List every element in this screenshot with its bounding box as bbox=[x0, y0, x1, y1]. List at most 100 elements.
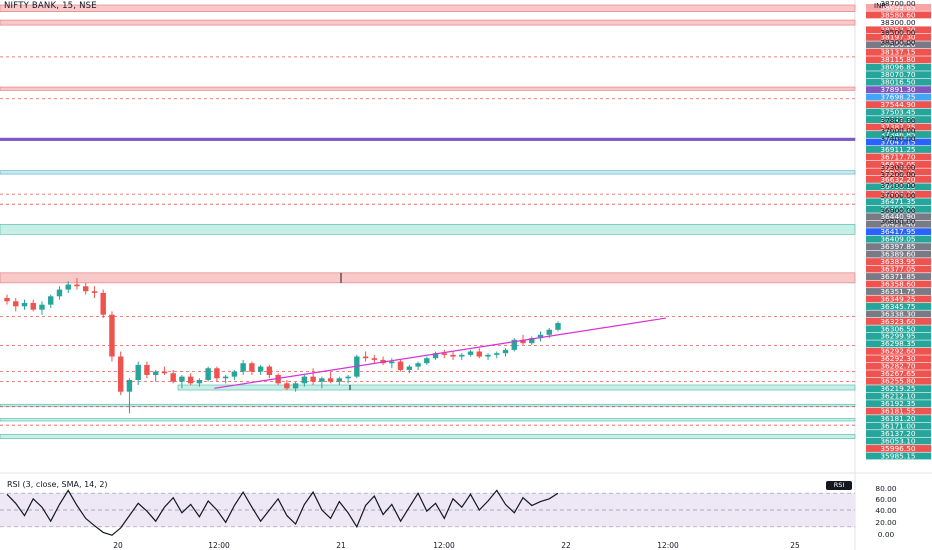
price-label-tag bbox=[866, 377, 931, 385]
price-label-tag bbox=[866, 392, 931, 400]
price-label-tag bbox=[866, 63, 931, 71]
candle-body bbox=[83, 286, 89, 292]
candle-body bbox=[117, 356, 124, 392]
price-label-text: 36306.50 bbox=[880, 324, 916, 333]
price-label-text: 36717.70 bbox=[880, 152, 916, 161]
price-axis-tick: 37000.00 bbox=[880, 191, 916, 200]
price-label-text: 36349.25 bbox=[880, 294, 916, 303]
price-label-text: 35985.15 bbox=[880, 451, 916, 460]
time-axis-tick: 21 bbox=[336, 541, 346, 550]
candle-body bbox=[4, 297, 10, 302]
zone-green bbox=[177, 384, 856, 391]
candle-body bbox=[144, 364, 150, 375]
symbol-title[interactable]: NIFTY BANK, 15, NSE bbox=[4, 1, 97, 11]
price-label-text: 36471.35 bbox=[880, 197, 916, 206]
candle-body bbox=[459, 354, 465, 357]
price-axis-tick: 36900.00 bbox=[880, 206, 916, 215]
price-label-tag bbox=[866, 41, 931, 49]
price-label-text: 36137.20 bbox=[880, 429, 916, 438]
price-label-text: 36181.20 bbox=[880, 414, 916, 423]
zone-green bbox=[0, 418, 856, 422]
price-label-text: 36377.05 bbox=[880, 264, 916, 273]
candle-body bbox=[336, 378, 343, 382]
price-axis-tick: 37800.00 bbox=[880, 116, 916, 125]
time-axis-tick: 12:00 bbox=[208, 541, 230, 550]
price-label-text: 38096.85 bbox=[880, 63, 916, 72]
zone-red bbox=[0, 4, 856, 12]
candle-body bbox=[231, 371, 238, 377]
price-label-text: 36496.15 bbox=[880, 182, 916, 191]
price-label-tag bbox=[866, 138, 931, 146]
price-label-text: 38699.65 bbox=[880, 3, 916, 12]
price-label-tag bbox=[866, 228, 931, 236]
zone-green bbox=[0, 403, 856, 407]
candle-body bbox=[152, 371, 159, 375]
price-label-text: 36371.85 bbox=[880, 272, 916, 281]
candle-body bbox=[39, 304, 45, 310]
candle-body bbox=[432, 353, 439, 359]
price-label-tag bbox=[866, 445, 931, 452]
price-label-tag bbox=[866, 385, 931, 393]
candle-body bbox=[275, 374, 281, 384]
price-label-text: 37891.30 bbox=[880, 85, 916, 94]
price-label-text: 38253.30 bbox=[880, 25, 916, 34]
price-label-tag bbox=[866, 48, 931, 56]
time-axis-tick: 25 bbox=[790, 541, 800, 550]
candle-body bbox=[257, 366, 264, 372]
price-label-tag bbox=[866, 280, 931, 288]
price-label-text: 36299.95 bbox=[880, 332, 916, 341]
price-label-text: 36298.35 bbox=[880, 339, 916, 348]
price-label-tag bbox=[866, 340, 931, 348]
price-label-tag bbox=[866, 295, 931, 303]
price-axis-tick: 37400.00 bbox=[880, 134, 916, 143]
price-label-tag bbox=[866, 131, 931, 138]
rsi-axis-tick: 60.00 bbox=[875, 495, 896, 504]
price-label-tag bbox=[866, 205, 931, 213]
price-label-text: 36911.25 bbox=[880, 145, 916, 154]
price-label-tag bbox=[866, 123, 931, 131]
price-label-tag bbox=[866, 11, 931, 19]
price-label-tag bbox=[866, 265, 931, 273]
price-label-tag bbox=[866, 437, 931, 445]
price-label-text: 36292.60 bbox=[880, 347, 916, 356]
zone-red bbox=[0, 19, 856, 26]
candle-body bbox=[21, 302, 28, 307]
price-label-tag bbox=[866, 250, 931, 258]
candle-body bbox=[511, 339, 517, 350]
candle-body bbox=[327, 378, 334, 382]
candle-body bbox=[319, 378, 325, 382]
price-label-tag bbox=[866, 86, 931, 94]
price-label-tag bbox=[866, 370, 931, 378]
price-label-text: 36171.00 bbox=[880, 421, 916, 430]
price-label-tag bbox=[866, 213, 931, 221]
zone-purple bbox=[0, 137, 856, 141]
price-label-text: 36192.35 bbox=[880, 399, 916, 408]
candle-body bbox=[424, 358, 430, 364]
rsi-indicator-title[interactable]: RSI (3, close, SMA, 14, 2) bbox=[7, 480, 108, 489]
price-label-text: 38300.00 bbox=[880, 18, 916, 27]
price-label-tag bbox=[866, 26, 931, 34]
candle-body bbox=[441, 353, 448, 355]
price-label-tag bbox=[866, 108, 931, 116]
price-label-text: 38070.70 bbox=[880, 70, 916, 79]
price-label-tag bbox=[866, 303, 931, 310]
price-axis-tick: 36800.00 bbox=[880, 217, 916, 226]
candle-body bbox=[161, 371, 168, 374]
price-label-tag bbox=[866, 101, 931, 109]
price-label-tag bbox=[866, 56, 931, 64]
candle-body bbox=[345, 376, 351, 379]
candle-body bbox=[135, 364, 141, 380]
candle-body bbox=[362, 356, 369, 359]
price-label-text: 37698.25 bbox=[880, 93, 916, 102]
price-label-text: 35996.50 bbox=[880, 444, 916, 453]
price-label-tag bbox=[866, 430, 931, 437]
candle-body bbox=[406, 366, 413, 370]
price-label-text: 37544.90 bbox=[880, 100, 916, 109]
candle-body bbox=[301, 376, 308, 384]
candle-body bbox=[100, 292, 106, 315]
candle-body bbox=[205, 368, 211, 380]
price-label-tag bbox=[866, 220, 931, 228]
candle-body bbox=[476, 351, 482, 357]
price-label-tag bbox=[866, 288, 931, 295]
